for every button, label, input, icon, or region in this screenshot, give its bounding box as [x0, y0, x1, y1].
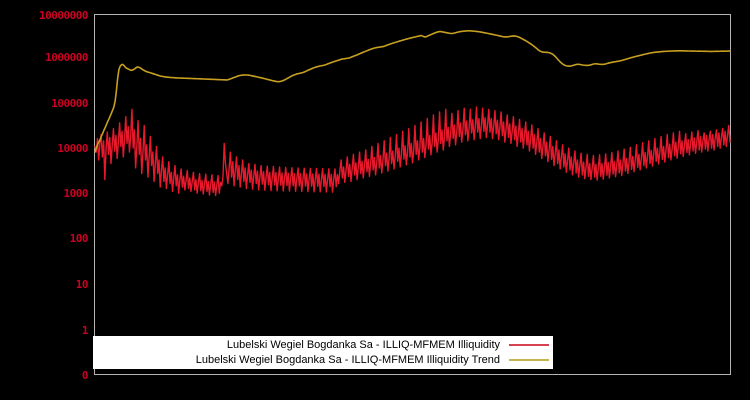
- y-axis-tick-label: 1: [81, 324, 89, 337]
- chart-legend: Lubelski Wegiel Bogdanka Sa - ILLIQ-MFME…: [93, 336, 553, 369]
- series-line-illiquidity-trend: [94, 30, 731, 153]
- series-layer: [94, 30, 731, 197]
- y-axis-tick-label: 10000: [57, 142, 88, 155]
- legend-entry-illiquidity: Lubelski Wegiel Bogdanka Sa - ILLIQ-MFME…: [93, 338, 553, 353]
- y-axis-tick-label: 1000: [63, 187, 89, 200]
- y-axis-tick-labels: 10000000 1000000 100000 10000 1000 100 10 1 0: [0, 0, 88, 400]
- legend-swatch-illiquidity: [509, 344, 549, 346]
- series-line-illiquidity: [94, 106, 731, 197]
- plot-frame-border: [94, 14, 731, 375]
- y-axis-tick-label: 10000000: [39, 9, 88, 22]
- y-axis-tick-label: 100000: [51, 97, 88, 110]
- legend-swatch-illiquidity-trend: [509, 359, 549, 361]
- y-axis-tick-label: 0: [81, 369, 89, 382]
- y-axis-tick-label: 1000000: [45, 51, 88, 64]
- legend-label-illiquidity: Lubelski Wegiel Bogdanka Sa - ILLIQ-MFME…: [226, 339, 500, 351]
- legend-entry-illiquidity-trend: Lubelski Wegiel Bogdanka Sa - ILLIQ-MFME…: [93, 353, 553, 368]
- y-axis-tick-label: 10: [75, 278, 89, 291]
- y-axis-tick-label: 100: [69, 232, 89, 245]
- legend-label-illiquidity-trend: Lubelski Wegiel Bogdanka Sa - ILLIQ-MFME…: [195, 354, 500, 366]
